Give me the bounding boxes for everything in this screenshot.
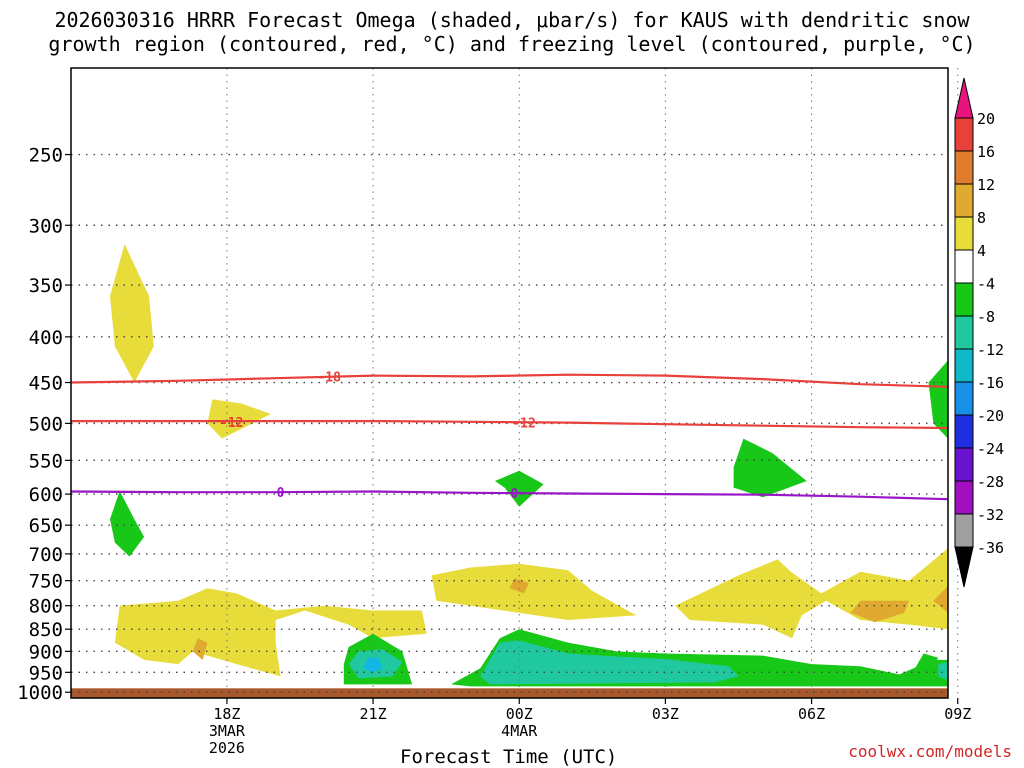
omega-shade-6 xyxy=(114,588,427,677)
y-tick-label: 500 xyxy=(29,413,63,435)
contour-label: -12 xyxy=(512,417,535,432)
y-tick-label: 350 xyxy=(29,275,63,297)
colorbar-label: 12 xyxy=(977,176,995,194)
y-tick-label: 950 xyxy=(29,662,63,684)
contour-label: -18 xyxy=(317,370,341,385)
colorbar-segment xyxy=(954,348,974,383)
y-tick-label: 400 xyxy=(29,327,63,349)
omega-shade-11 xyxy=(850,600,909,623)
y-tick-label: 650 xyxy=(29,515,63,537)
colorbar-label: -24 xyxy=(977,440,1004,458)
colorbar-label: -8 xyxy=(977,308,995,326)
contour-line-0 xyxy=(70,373,949,388)
omega-shade-8 xyxy=(675,548,948,639)
y-tick-label: 300 xyxy=(29,215,63,237)
colorbar-label: 20 xyxy=(977,110,995,128)
ground-terrain xyxy=(71,688,948,698)
x-tick-label: 00Z xyxy=(506,705,533,723)
x-tick-label: 03Z xyxy=(652,705,679,723)
colorbar-segment xyxy=(954,249,974,284)
x-tick-label: 06Z xyxy=(798,705,825,723)
colorbar-top-arrow xyxy=(954,77,974,119)
omega-shade-4 xyxy=(733,438,807,498)
contour-line-1 xyxy=(71,420,949,430)
colorbar-segment xyxy=(954,150,974,185)
colorbar-label: -28 xyxy=(977,473,1004,491)
contour-label: 0 xyxy=(277,486,285,501)
colorbar-label: -16 xyxy=(977,374,1004,392)
colorbar-segment xyxy=(954,381,974,416)
omega-shade-18 xyxy=(938,662,948,681)
omega-shade-1 xyxy=(207,399,271,439)
colorbar-label: -32 xyxy=(977,506,1004,524)
colorbar-label: 4 xyxy=(977,242,986,260)
omega-shade-15 xyxy=(913,653,939,673)
colorbar-segment xyxy=(954,480,974,515)
y-tick-label: 900 xyxy=(29,641,63,663)
contour-label: 0 xyxy=(510,487,518,502)
contour-label: -12 xyxy=(220,416,243,431)
y-tick-label: 450 xyxy=(29,373,63,395)
x-tick-label: 21Z xyxy=(360,705,387,723)
x-tick-sublabel: 3MAR xyxy=(209,722,246,740)
colorbar-segment xyxy=(954,513,974,548)
omega-shade-10 xyxy=(509,578,529,594)
colorbar-segment xyxy=(954,183,974,218)
omega-shade-12 xyxy=(933,585,948,613)
colorbar-label: 16 xyxy=(977,143,995,161)
chart-title-line-2: growth region (contoured, red, °C) and f… xyxy=(48,32,976,56)
x-tick-sublabel: 4MAR xyxy=(501,722,538,740)
chart-title-line-1: 2026030316 HRRR Forecast Omega (shaded, … xyxy=(54,8,970,32)
x-tick-label: 18Z xyxy=(213,705,240,723)
y-tick-label: 250 xyxy=(29,145,63,167)
colorbar-label: -12 xyxy=(977,341,1004,359)
omega-shade-19 xyxy=(363,657,383,673)
colorbar-bottom-arrow xyxy=(954,546,974,588)
colorbar-label: 8 xyxy=(977,209,986,227)
y-tick-label: 1000 xyxy=(17,682,63,704)
x-tick-sublabel: 2026 xyxy=(209,739,245,757)
credit-link[interactable]: coolwx.com/models xyxy=(848,742,1012,761)
y-tick-label: 600 xyxy=(29,484,63,506)
x-tick-label: 09Z xyxy=(944,705,971,723)
omega-shade-5 xyxy=(928,360,948,439)
y-tick-label: 550 xyxy=(29,450,63,472)
contour-line-2 xyxy=(70,490,949,501)
y-tick-label: 850 xyxy=(29,619,63,641)
y-tick-label: 750 xyxy=(29,571,63,593)
colorbar-label: -4 xyxy=(977,275,995,293)
y-tick-label: 800 xyxy=(29,596,63,618)
colorbar-segment xyxy=(954,282,974,317)
omega-shade-3 xyxy=(494,470,544,507)
colorbar-segment xyxy=(954,117,974,152)
omega-shade-2 xyxy=(110,490,145,557)
colorbar-segment xyxy=(954,414,974,449)
x-axis-label: Forecast Time (UTC) xyxy=(400,746,618,768)
omega-shade-0 xyxy=(110,244,154,383)
colorbar-label: -20 xyxy=(977,407,1004,425)
y-tick-label: 700 xyxy=(29,544,63,566)
omega-shade-9 xyxy=(192,638,208,660)
colorbar-segment xyxy=(954,315,974,350)
colorbar-label: -36 xyxy=(977,539,1004,557)
colorbar-segment xyxy=(954,216,974,251)
omega-shade-7 xyxy=(431,563,637,620)
colorbar-segment xyxy=(954,447,974,482)
